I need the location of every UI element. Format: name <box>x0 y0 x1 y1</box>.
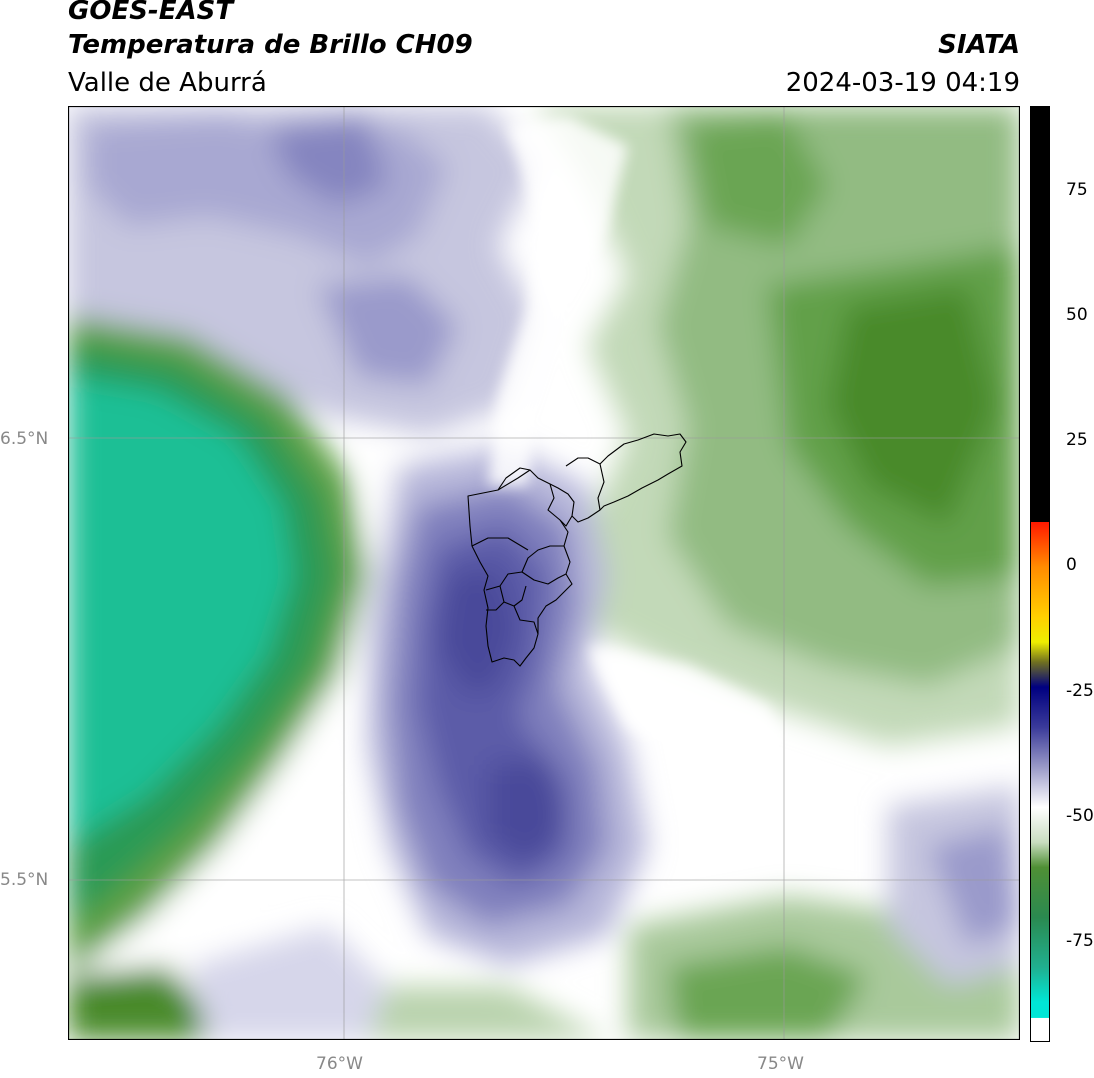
colorbar-tick-label: 0 <box>1066 555 1077 576</box>
colorbar-tick-label: -75 <box>1066 930 1094 951</box>
lat-label-5-5: 5.5°N <box>0 870 49 890</box>
lat-label-6-5: 6.5°N <box>0 429 49 449</box>
white-lanes <box>488 116 788 766</box>
colorbar-tick-label: 25 <box>1066 430 1088 451</box>
field-layers <box>68 106 1020 1040</box>
brightness-temperature-map <box>68 106 1020 1040</box>
satellite-title: GOES-EAST <box>68 0 234 26</box>
colorbar-tick-label: 75 <box>1066 180 1088 201</box>
datetime-label: 2024-03-19 04:19 <box>785 68 1020 98</box>
product-title: Temperatura de Brillo CH09 <box>68 30 473 60</box>
colorbar-tick-label: -25 <box>1066 680 1094 701</box>
agency-label: SIATA <box>938 30 1020 60</box>
colorbar-tick-label: -50 <box>1066 805 1094 826</box>
lon-label-76w: 76°W <box>316 1054 363 1074</box>
colorbar-tick-label: 50 <box>1066 305 1088 326</box>
lon-label-75w: 75°W <box>757 1054 804 1074</box>
graticule <box>68 106 1020 1040</box>
municipal-boundaries <box>467 433 687 667</box>
region-label: Valle de Aburrá <box>68 68 267 98</box>
colorbar-gradient <box>1030 106 1050 1042</box>
temperature-colorbar <box>1030 106 1050 1042</box>
